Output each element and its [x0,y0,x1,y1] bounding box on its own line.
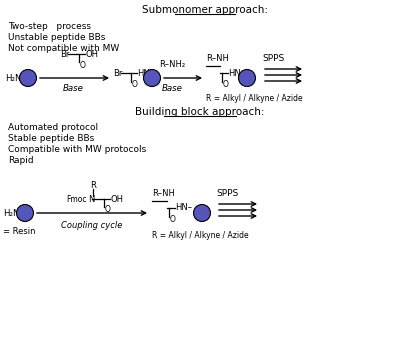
Circle shape [16,204,34,222]
Text: N: N [88,194,94,204]
Text: R–NH: R–NH [206,54,229,63]
Text: Br: Br [113,68,122,77]
Circle shape [194,204,210,222]
Text: Rapid: Rapid [8,155,34,164]
Text: H₂N–: H₂N– [3,208,24,217]
Text: Stable peptide BBs: Stable peptide BBs [8,133,94,142]
Circle shape [144,69,160,86]
Text: HN–: HN– [137,68,154,77]
Text: R–NH: R–NH [152,189,175,197]
Text: R–NH₂: R–NH₂ [159,60,185,68]
Text: O: O [80,61,86,69]
Text: HN–: HN– [228,68,245,77]
Text: OH: OH [110,194,123,204]
Text: O: O [105,204,111,214]
Text: H₂N–: H₂N– [5,74,26,83]
Text: Two-step   process: Two-step process [8,22,91,31]
Text: HN–: HN– [175,204,192,213]
Text: Automated protocol: Automated protocol [8,122,98,131]
Text: OH: OH [85,50,98,58]
Text: Fmoc: Fmoc [66,194,86,204]
Text: Building block approach:: Building block approach: [135,107,265,117]
Text: Unstable peptide BBs: Unstable peptide BBs [8,32,105,42]
Text: O: O [170,215,176,224]
Text: Submonomer approach:: Submonomer approach: [142,5,268,15]
Text: R: R [90,181,96,190]
Circle shape [20,69,36,86]
Text: Not compatible with MW: Not compatible with MW [8,43,119,53]
Text: Coupling cycle: Coupling cycle [61,222,123,230]
Text: O: O [132,79,138,88]
Circle shape [238,69,256,86]
Text: Compatible with MW protocols: Compatible with MW protocols [8,144,146,153]
Text: = Resin: = Resin [3,226,36,236]
Text: Br: Br [60,50,69,58]
Text: R = Alkyl / Alkyne / Azide: R = Alkyl / Alkyne / Azide [152,230,249,239]
Text: SPPS: SPPS [262,54,284,63]
Text: Base: Base [62,84,84,93]
Text: O: O [223,79,229,88]
Text: R = Alkyl / Alkyne / Azide: R = Alkyl / Alkyne / Azide [206,94,303,103]
Text: SPPS: SPPS [216,189,238,197]
Text: Base: Base [162,84,182,93]
